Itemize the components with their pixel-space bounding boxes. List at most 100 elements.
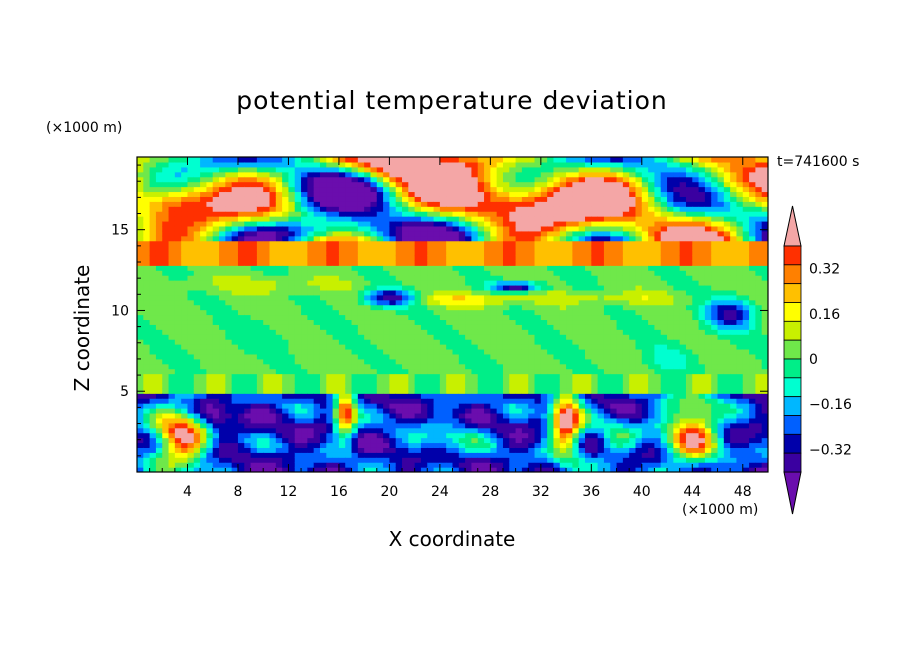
contour-cell bbox=[452, 314, 460, 321]
contour-cell bbox=[212, 363, 220, 370]
contour-cell bbox=[534, 432, 542, 439]
contour-cell bbox=[420, 353, 428, 360]
contour-cell bbox=[521, 314, 529, 321]
contour-cell bbox=[319, 245, 327, 252]
contour-cell bbox=[193, 260, 201, 266]
contour-cell bbox=[193, 388, 201, 394]
contour-cell bbox=[301, 344, 308, 350]
contour-cell bbox=[332, 348, 340, 355]
contour-cell bbox=[477, 388, 485, 394]
contour-cell bbox=[225, 299, 233, 306]
contour-cell bbox=[427, 363, 435, 370]
contour-cell bbox=[263, 398, 271, 404]
contour-cell bbox=[307, 230, 315, 237]
contour-cell bbox=[585, 417, 592, 424]
contour-cell bbox=[578, 289, 586, 296]
contour-cell bbox=[408, 240, 416, 247]
contour-cell bbox=[162, 348, 170, 355]
contour-cell bbox=[439, 270, 447, 276]
contour-cell bbox=[509, 412, 517, 419]
contour-cell bbox=[376, 265, 384, 271]
contour-cell bbox=[269, 299, 277, 306]
contour-cell bbox=[282, 344, 290, 350]
contour-cell bbox=[225, 348, 233, 355]
contour-cell bbox=[389, 462, 397, 468]
contour-cell bbox=[212, 427, 220, 434]
contour-cell bbox=[465, 161, 473, 168]
contour-cell bbox=[332, 235, 340, 242]
contour-cell bbox=[496, 363, 504, 370]
contour-cell bbox=[168, 240, 176, 247]
contour-cell bbox=[338, 166, 346, 173]
contour-cell bbox=[572, 294, 580, 301]
contour-cell bbox=[559, 186, 567, 193]
contour-cell bbox=[610, 186, 618, 193]
contour-cell bbox=[357, 358, 365, 365]
contour-cell bbox=[490, 398, 498, 404]
contour-cell bbox=[458, 319, 466, 325]
contour-cell bbox=[357, 309, 365, 316]
contour-cell bbox=[389, 408, 397, 414]
contour-cell bbox=[484, 186, 491, 193]
contour-cell bbox=[585, 230, 592, 237]
contour-cell bbox=[364, 457, 372, 463]
contour-cell bbox=[364, 398, 372, 404]
contour-cell bbox=[408, 225, 416, 232]
contour-cell bbox=[540, 388, 548, 394]
contour-cell bbox=[364, 393, 372, 399]
contour-cell bbox=[446, 235, 454, 242]
contour-cell bbox=[509, 393, 517, 399]
contour-cell bbox=[338, 324, 346, 330]
contour-cell bbox=[231, 186, 239, 193]
contour-cell bbox=[509, 206, 517, 212]
contour-cell bbox=[402, 211, 409, 217]
contour-cell bbox=[496, 201, 504, 207]
contour-cell bbox=[585, 447, 592, 453]
contour-cell bbox=[174, 304, 182, 311]
contour-cell bbox=[547, 275, 555, 281]
contour-cell bbox=[446, 304, 454, 311]
contour-cell bbox=[237, 417, 245, 424]
contour-cell bbox=[338, 398, 346, 404]
contour-cell bbox=[502, 304, 510, 311]
contour-cell bbox=[383, 216, 390, 222]
contour-cell bbox=[345, 304, 353, 311]
contour-cell bbox=[585, 388, 592, 394]
contour-cell bbox=[275, 304, 283, 311]
contour-cell bbox=[338, 289, 346, 296]
contour-cell bbox=[585, 250, 592, 257]
contour-cell bbox=[395, 442, 403, 448]
contour-cell bbox=[288, 432, 296, 439]
contour-cell bbox=[402, 186, 409, 193]
contour-cell bbox=[439, 462, 447, 468]
contour-cell bbox=[446, 299, 454, 306]
contour-cell bbox=[137, 176, 144, 183]
contour-cell bbox=[338, 348, 346, 355]
contour-cell bbox=[496, 348, 504, 355]
contour-cell bbox=[307, 314, 315, 321]
contour-cell bbox=[446, 388, 454, 394]
contour-cell bbox=[326, 265, 334, 271]
contour-cell bbox=[319, 250, 327, 257]
contour-cell bbox=[383, 304, 390, 311]
contour-cell bbox=[471, 186, 479, 193]
contour-cell bbox=[149, 186, 157, 193]
contour-cell bbox=[357, 447, 365, 453]
contour-cell bbox=[212, 275, 220, 281]
contour-cell bbox=[484, 176, 491, 183]
contour-cell bbox=[521, 284, 529, 291]
contour-cell bbox=[174, 220, 182, 227]
contour-cell bbox=[528, 344, 536, 350]
contour-cell bbox=[181, 206, 189, 212]
contour-cell bbox=[187, 427, 195, 434]
contour-cell bbox=[294, 294, 302, 301]
contour-cell bbox=[338, 363, 346, 370]
contour-cell bbox=[149, 422, 157, 429]
contour-cell bbox=[237, 181, 245, 188]
contour-cell bbox=[200, 181, 208, 188]
contour-cell bbox=[521, 309, 529, 316]
contour-cell bbox=[231, 191, 239, 197]
contour-cell bbox=[168, 216, 176, 222]
contour-cell bbox=[313, 348, 321, 355]
contour-cell bbox=[597, 378, 605, 384]
